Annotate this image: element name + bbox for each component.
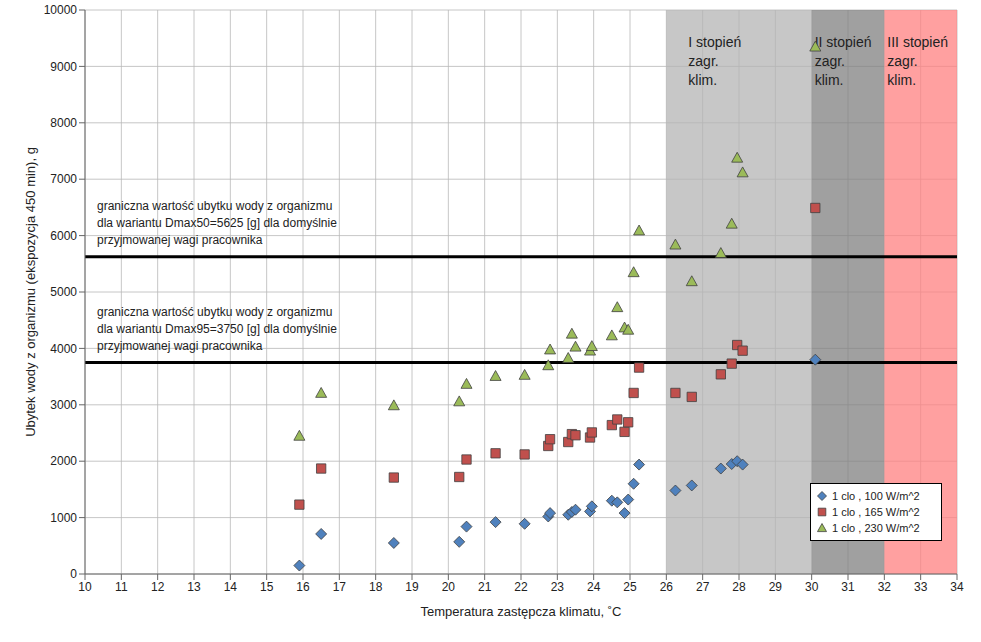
svg-text:6000: 6000 <box>50 229 77 243</box>
html-text:1 clo , 230 W/m^2: 1 clo , 230 W/m^2 <box>832 522 920 534</box>
svg-text:0: 0 <box>70 567 77 581</box>
svg-text:28: 28 <box>732 580 746 594</box>
svg-text:25: 25 <box>623 580 637 594</box>
svg-text:1000: 1000 <box>50 511 77 525</box>
svg-text:14: 14 <box>224 580 238 594</box>
svg-text:15: 15 <box>260 580 274 594</box>
svg-text:5000: 5000 <box>50 285 77 299</box>
svg-text:24: 24 <box>587 580 601 594</box>
svg-text:23: 23 <box>551 580 565 594</box>
svg-text:4000: 4000 <box>50 342 77 356</box>
svg-text:10: 10 <box>78 580 92 594</box>
svg-text:9000: 9000 <box>50 60 77 74</box>
svg-text:8000: 8000 <box>50 116 77 130</box>
svg-text:29: 29 <box>769 580 783 594</box>
svg-text:10000: 10000 <box>44 3 78 17</box>
svg-text:17: 17 <box>333 580 347 594</box>
svg-text:graniczna wartość ubytku wody: graniczna wartość ubytku wody z organizm… <box>97 305 337 353</box>
svg-text:I stopieńzagr.klim.: I stopieńzagr.klim. <box>688 34 741 88</box>
svg-text:Temperatura zastępcza klimatu,: Temperatura zastępcza klimatu, ˚C <box>421 604 622 619</box>
svg-text:III stopieńzagr.klim.: III stopieńzagr.klim. <box>887 34 948 88</box>
svg-text:18: 18 <box>369 580 383 594</box>
svg-text:33: 33 <box>914 580 928 594</box>
svg-text:13: 13 <box>187 580 201 594</box>
svg-text:2000: 2000 <box>50 454 77 468</box>
svg-text:16: 16 <box>296 580 310 594</box>
svg-text:Ubytek wody z organizmu (ekspo: Ubytek wody z organizmu (ekspozycja 450 … <box>23 147 38 437</box>
svg-text:7000: 7000 <box>50 172 77 186</box>
svg-text:31: 31 <box>841 580 855 594</box>
svg-text:30: 30 <box>805 580 819 594</box>
svg-text:graniczna wartość ubytku wody: graniczna wartość ubytku wody z organizm… <box>97 199 337 247</box>
html-text:1 clo , 100 W/m^2: 1 clo , 100 W/m^2 <box>832 490 920 502</box>
svg-text:21: 21 <box>478 580 492 594</box>
svg-text:11: 11 <box>115 580 128 594</box>
svg-text:22: 22 <box>514 580 528 594</box>
svg-text:3000: 3000 <box>50 398 77 412</box>
svg-text:12: 12 <box>151 580 165 594</box>
html-text:1 clo , 165 W/m^2: 1 clo , 165 W/m^2 <box>832 506 920 518</box>
svg-text:II stopieńzagr.klim.: II stopieńzagr.klim. <box>815 34 872 88</box>
svg-text:20: 20 <box>442 580 456 594</box>
svg-text:32: 32 <box>878 580 892 594</box>
svg-text:19: 19 <box>405 580 419 594</box>
svg-text:27: 27 <box>696 580 710 594</box>
svg-text:26: 26 <box>660 580 674 594</box>
svg-text:34: 34 <box>950 580 964 594</box>
